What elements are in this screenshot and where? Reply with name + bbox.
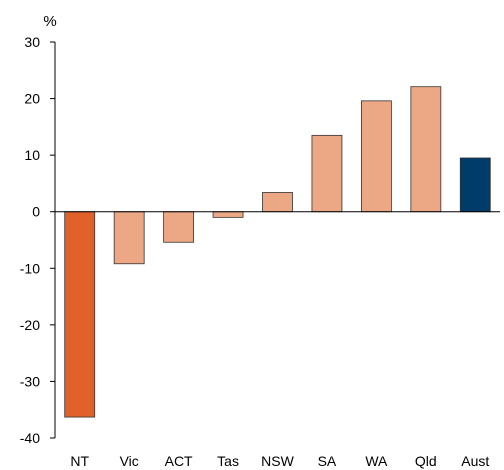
bar-nsw	[262, 192, 293, 213]
x-tick-label: Vic	[120, 453, 139, 469]
y-tick-label: 30	[24, 34, 40, 50]
y-tick-label: -40	[20, 430, 40, 446]
x-tick-label: NT	[70, 453, 89, 469]
y-axis: 30 20 10 0 -10 -20 -30 -40	[20, 34, 55, 446]
bar-aust	[459, 157, 491, 213]
x-tick-label: Qld	[415, 453, 437, 469]
x-axis: NT Vic ACT Tas NSW SA WA Qld Aust	[70, 453, 489, 469]
bar-wa	[360, 100, 392, 213]
y-tick-label: -20	[20, 317, 40, 333]
bar-tas	[212, 211, 244, 218]
x-tick-label: Tas	[217, 453, 239, 469]
y-axis-unit-label: %	[43, 13, 56, 30]
x-tick-label: Aust	[461, 453, 489, 469]
y-tick-label: 0	[32, 204, 40, 220]
x-tick-label: WA	[365, 453, 388, 469]
y-tick-label: 20	[24, 91, 40, 107]
x-tick-label: NSW	[261, 453, 294, 469]
bars	[64, 86, 491, 418]
bar-nt	[64, 211, 96, 418]
x-tick-label: SA	[318, 453, 337, 469]
y-tick-label: 10	[24, 147, 40, 163]
bar-qld	[410, 86, 442, 213]
bar-vic	[113, 211, 145, 265]
bar-act	[163, 211, 195, 243]
bar-sa	[311, 134, 343, 213]
y-tick-label: -30	[20, 373, 40, 389]
y-tick-label: -10	[20, 260, 40, 276]
x-tick-label: ACT	[165, 453, 193, 469]
